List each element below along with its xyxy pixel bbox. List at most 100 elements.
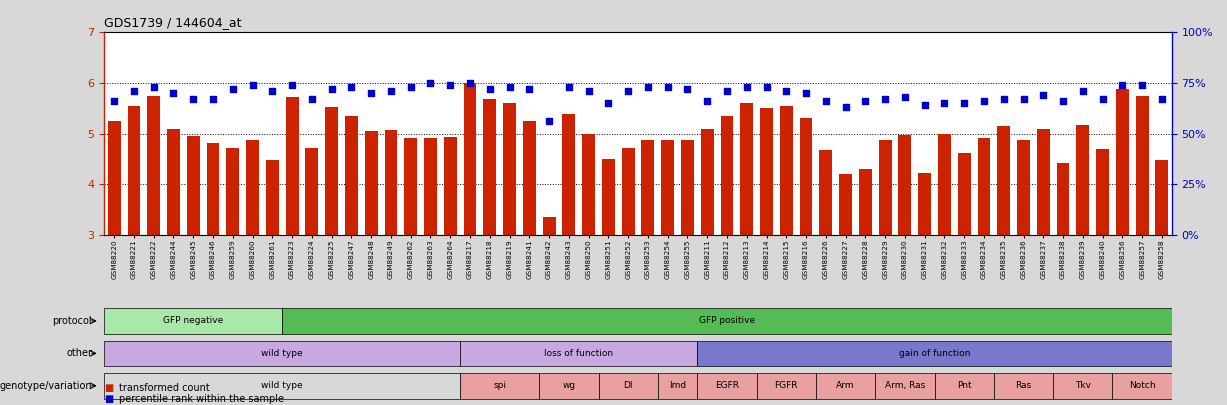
Text: GFP negative: GFP negative — [163, 316, 223, 326]
Text: Ras: Ras — [1016, 381, 1032, 390]
Bar — [839, 174, 852, 235]
Text: GDS1739 / 144604_at: GDS1739 / 144604_at — [104, 16, 242, 29]
Point — [894, 94, 914, 100]
Point — [321, 86, 341, 92]
Point — [796, 90, 816, 96]
Bar — [998, 126, 1010, 235]
Bar — [286, 97, 298, 235]
Point — [1093, 96, 1113, 102]
Point — [618, 88, 638, 94]
Bar — [187, 136, 200, 235]
Point — [816, 98, 836, 104]
Point — [361, 90, 380, 96]
Text: genotype/variation: genotype/variation — [0, 381, 92, 391]
Point — [282, 82, 302, 88]
Bar — [364, 131, 378, 235]
Bar — [1115, 89, 1129, 235]
Point — [855, 98, 875, 104]
Point — [658, 84, 677, 90]
Point — [263, 88, 282, 94]
Bar — [937, 134, 951, 235]
Point — [915, 102, 935, 109]
Bar — [697, 341, 1172, 366]
Bar — [757, 373, 816, 399]
Bar — [1096, 149, 1109, 235]
Bar — [483, 99, 496, 235]
Point — [599, 100, 618, 107]
Bar — [345, 116, 358, 235]
Bar — [247, 140, 259, 235]
Point — [1033, 92, 1053, 98]
Text: Tkv: Tkv — [1075, 381, 1091, 390]
Point — [144, 84, 163, 90]
Text: percentile rank within the sample: percentile rank within the sample — [119, 394, 283, 403]
Point — [974, 98, 994, 104]
Bar — [820, 150, 832, 235]
Bar — [661, 140, 674, 235]
Bar — [104, 373, 460, 399]
Bar — [1056, 163, 1070, 235]
Bar — [658, 373, 697, 399]
Bar — [104, 308, 282, 334]
Text: Imd: Imd — [669, 381, 686, 390]
Text: Arm, Ras: Arm, Ras — [885, 381, 925, 390]
Bar — [523, 121, 536, 235]
Bar — [539, 373, 599, 399]
Point — [994, 96, 1014, 102]
Bar — [1156, 160, 1168, 235]
Bar — [167, 129, 180, 235]
Point — [935, 100, 955, 107]
Bar — [697, 373, 757, 399]
Point — [460, 80, 480, 86]
Point — [1133, 82, 1152, 88]
Text: wg: wg — [562, 381, 575, 390]
Bar — [780, 106, 793, 235]
Text: Notch: Notch — [1129, 381, 1156, 390]
Bar — [720, 116, 734, 235]
Bar — [622, 148, 634, 235]
Bar — [108, 121, 120, 235]
Point — [579, 88, 599, 94]
Bar — [978, 138, 990, 235]
Point — [757, 84, 777, 90]
Bar — [816, 373, 875, 399]
Bar — [226, 148, 239, 235]
Point — [519, 86, 539, 92]
Point — [341, 84, 361, 90]
Point — [243, 82, 263, 88]
Bar — [147, 96, 161, 235]
Bar — [800, 118, 812, 235]
Point — [499, 84, 519, 90]
Text: Arm: Arm — [837, 381, 855, 390]
Bar — [1113, 373, 1172, 399]
Text: loss of function: loss of function — [544, 349, 614, 358]
Bar — [898, 134, 912, 235]
Bar — [701, 129, 714, 235]
Bar — [859, 169, 872, 235]
Bar — [602, 159, 615, 235]
Point — [539, 118, 558, 125]
Text: protocol: protocol — [53, 316, 92, 326]
Point — [223, 86, 243, 92]
Point — [677, 86, 697, 92]
Bar — [740, 103, 753, 235]
Text: FGFR: FGFR — [774, 381, 798, 390]
Bar — [994, 373, 1053, 399]
Bar — [128, 106, 140, 235]
Point — [480, 86, 499, 92]
Text: wild type: wild type — [261, 349, 303, 358]
Bar — [206, 143, 220, 235]
Bar — [464, 83, 476, 235]
Bar — [384, 130, 398, 235]
Point — [163, 90, 183, 96]
Text: Pnt: Pnt — [957, 381, 972, 390]
Point — [1014, 96, 1033, 102]
Point — [124, 88, 144, 94]
Bar — [1037, 129, 1050, 235]
Bar — [642, 140, 654, 235]
Bar — [1136, 96, 1148, 235]
Bar — [444, 137, 456, 235]
Bar — [306, 148, 318, 235]
Point — [737, 84, 757, 90]
Point — [401, 84, 421, 90]
